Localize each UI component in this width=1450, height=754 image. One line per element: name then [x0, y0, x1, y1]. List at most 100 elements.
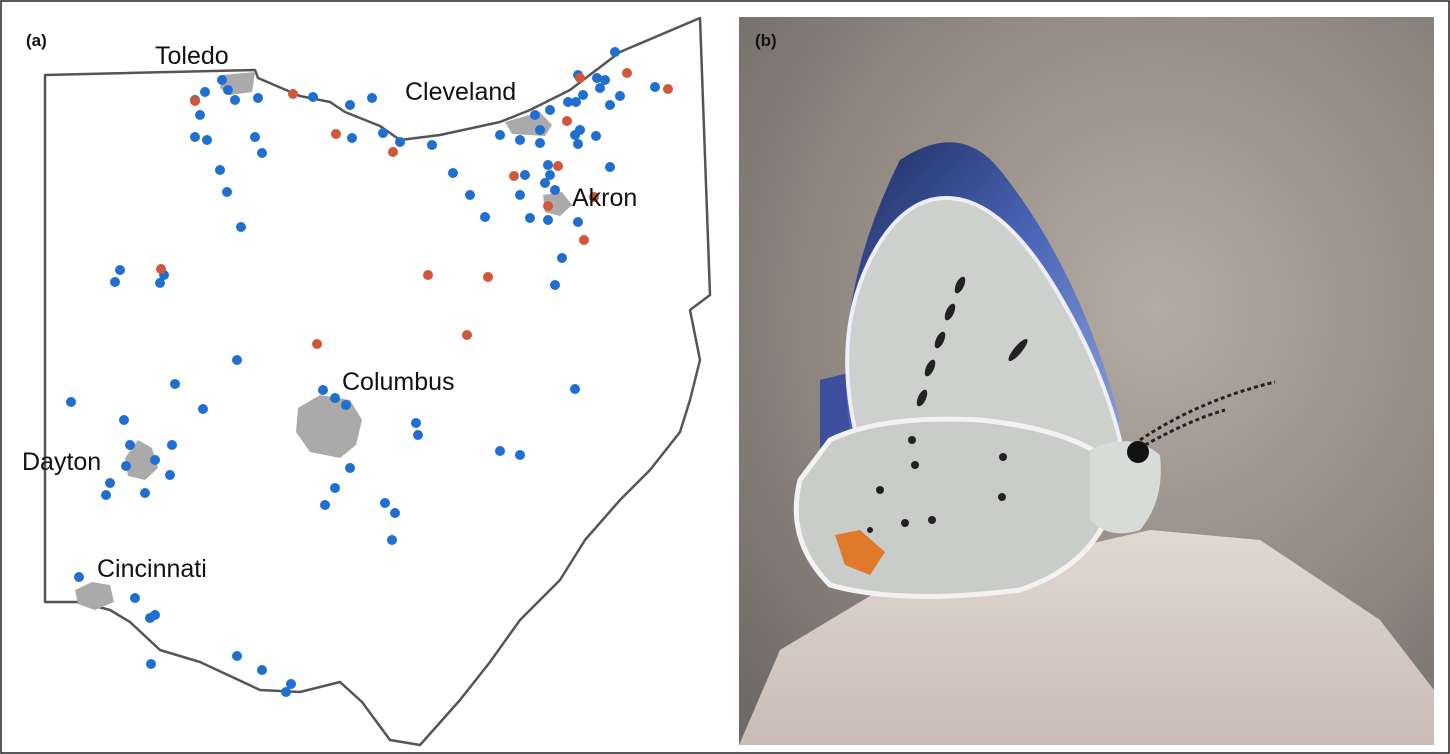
site-point — [553, 161, 563, 171]
site-point — [222, 187, 232, 197]
site-point — [217, 75, 227, 85]
site-point — [563, 97, 573, 107]
site-point — [605, 162, 615, 172]
site-point — [388, 147, 398, 157]
site-point — [543, 201, 553, 211]
site-point — [345, 100, 355, 110]
site-point — [202, 135, 212, 145]
site-point — [367, 93, 377, 103]
site-point — [215, 165, 225, 175]
site-point — [571, 97, 581, 107]
site-point — [200, 87, 210, 97]
site-point — [480, 212, 490, 222]
site-point — [198, 404, 208, 414]
site-point — [130, 593, 140, 603]
urban-area — [296, 395, 362, 458]
site-point — [331, 129, 341, 139]
site-point — [573, 139, 583, 149]
site-point — [557, 253, 567, 263]
site-point — [165, 470, 175, 480]
site-point — [540, 178, 550, 188]
site-point — [190, 132, 200, 142]
site-point — [515, 135, 525, 145]
site-point — [312, 339, 322, 349]
site-point — [195, 110, 205, 120]
site-point — [589, 192, 599, 202]
site-point — [530, 110, 540, 120]
site-point — [146, 659, 156, 669]
site-point — [223, 85, 233, 95]
site-point — [156, 264, 166, 274]
site-point — [150, 455, 160, 465]
site-point — [413, 430, 423, 440]
urban-area — [125, 440, 158, 480]
city-label: Cleveland — [405, 78, 516, 106]
site-point — [257, 665, 267, 675]
site-point — [281, 687, 291, 697]
site-point — [257, 148, 267, 158]
wing-spots — [867, 276, 1028, 533]
site-point — [550, 185, 560, 195]
site-point — [230, 95, 240, 105]
site-point — [140, 488, 150, 498]
site-point — [423, 270, 433, 280]
orange-spot — [835, 530, 885, 575]
site-point — [448, 168, 458, 178]
site-point — [427, 140, 437, 150]
site-point — [411, 418, 421, 428]
photo-panel: (b) — [739, 17, 1434, 745]
site-point — [380, 498, 390, 508]
site-point — [509, 171, 519, 181]
site-point — [232, 651, 242, 661]
city-label: Toledo — [155, 42, 229, 70]
site-point — [650, 82, 660, 92]
site-point — [622, 68, 632, 78]
site-point — [308, 92, 318, 102]
site-point — [550, 280, 560, 290]
site-point — [543, 160, 553, 170]
site-point — [390, 508, 400, 518]
site-point — [663, 84, 673, 94]
city-label: Cincinnati — [97, 555, 207, 583]
site-point — [66, 397, 76, 407]
site-point — [525, 213, 535, 223]
site-point — [395, 137, 405, 147]
city-label: Dayton — [22, 448, 101, 476]
site-point — [562, 116, 572, 126]
site-point — [236, 222, 246, 232]
site-points — [66, 47, 673, 697]
site-point — [320, 500, 330, 510]
site-point — [570, 384, 580, 394]
site-point — [578, 90, 588, 100]
site-point — [110, 277, 120, 287]
urban-area — [75, 582, 114, 610]
site-point — [232, 355, 242, 365]
site-point — [592, 73, 602, 83]
site-point — [150, 610, 160, 620]
site-point — [190, 96, 200, 106]
city-label: Akron — [572, 184, 637, 212]
site-point — [119, 415, 129, 425]
site-point — [253, 93, 263, 103]
site-point — [545, 170, 555, 180]
site-point — [610, 47, 620, 57]
site-point — [105, 478, 115, 488]
site-point — [121, 461, 131, 471]
site-point — [345, 463, 355, 473]
eye — [1127, 441, 1149, 463]
site-point — [515, 450, 525, 460]
site-point — [347, 133, 357, 143]
forewing — [845, 195, 1123, 473]
site-point — [462, 330, 472, 340]
site-point — [615, 91, 625, 101]
site-point — [515, 190, 525, 200]
site-point — [543, 215, 553, 225]
site-point — [545, 105, 555, 115]
site-point — [115, 265, 125, 275]
site-point — [600, 75, 610, 85]
site-point — [387, 535, 397, 545]
site-point — [330, 393, 340, 403]
site-point — [101, 490, 111, 500]
